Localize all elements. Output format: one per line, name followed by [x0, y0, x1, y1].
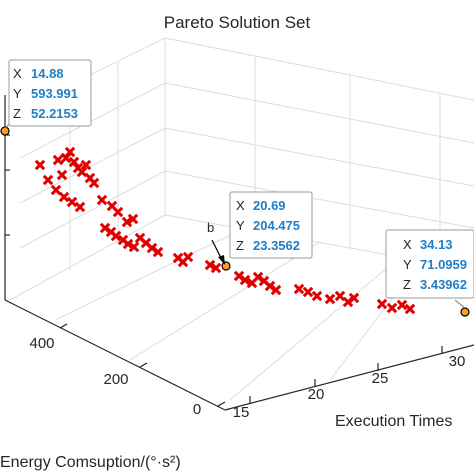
- datatip-x-key: X: [236, 198, 245, 213]
- datatip-x-value: 14.88: [31, 66, 64, 81]
- data-point-marker: [76, 166, 88, 178]
- datatip-z-key: Z: [236, 238, 244, 253]
- datatip-z-key: Z: [403, 277, 411, 292]
- data-point-marker: [74, 201, 86, 213]
- x-axis-label: Execution Times: [335, 413, 452, 430]
- data-point-marker: [121, 216, 133, 228]
- selected-point-marker[interactable]: [0, 126, 10, 136]
- data-point-marker: [182, 251, 194, 263]
- y-tick-label: 0: [193, 401, 201, 418]
- data-point-marker: [80, 159, 92, 171]
- datatip[interactable]: X 14.88 Y 593.991 Z 52.2153: [4, 59, 92, 129]
- x-tick-label: 30: [449, 353, 466, 370]
- data-point-marker: [293, 283, 305, 295]
- selected-point-marker[interactable]: [460, 307, 470, 317]
- annotation-label: b: [207, 220, 214, 235]
- grid: [9, 37, 474, 401]
- chart-title: Pareto Solution Set: [164, 13, 311, 32]
- annotation-arrow: [211, 239, 225, 265]
- datatip-z-value: 23.3562: [253, 238, 300, 253]
- data-point-marker: [404, 303, 416, 315]
- data-point-marker: [56, 169, 68, 181]
- selected-point-marker[interactable]: [221, 261, 231, 271]
- datatip[interactable]: X 20.69 Y 204.475 Z 23.3562: [229, 191, 313, 259]
- datatip-y-value: 204.475: [253, 218, 300, 233]
- data-point-marker: [386, 302, 398, 314]
- datatip-y-value: 593.991: [31, 86, 78, 101]
- datatip-y-key: Y: [403, 257, 412, 272]
- datatip-y-key: Y: [236, 218, 245, 233]
- data-point-marker: [311, 290, 323, 302]
- data-point-marker: [270, 284, 282, 296]
- data-point-marker: [239, 274, 251, 286]
- data-point-marker: [66, 196, 78, 208]
- data-point-marker: [302, 286, 314, 298]
- data-point-marker: [88, 177, 100, 189]
- x-tick-label: 15: [233, 404, 250, 421]
- datatip[interactable]: X 34.13 Y 71.0959 Z 3.43962: [385, 229, 474, 309]
- y-tick-label: 400: [29, 335, 54, 352]
- y-axis-label: Energy Comsuption/(°·s²): [0, 454, 181, 471]
- y-tick-label: 200: [103, 371, 128, 388]
- x-tick-label: 25: [372, 370, 389, 387]
- data-point-marker: [64, 146, 76, 158]
- datatip-y-value: 71.0959: [420, 257, 467, 272]
- data-point-marker: [112, 206, 124, 218]
- data-point-marker: [204, 259, 216, 271]
- datatip-x-value: 34.13: [420, 237, 453, 252]
- data-point-marker: [50, 184, 62, 196]
- data-point-marker: [58, 191, 70, 203]
- selected-points: [0, 126, 470, 317]
- data-point-marker: [128, 241, 140, 253]
- datatip-z-key: Z: [13, 106, 21, 121]
- datatip-z-value: 3.43962: [420, 277, 467, 292]
- data-point-marker: [210, 262, 222, 274]
- x-tick-label: 20: [308, 386, 325, 403]
- data-point-marker: [396, 299, 408, 311]
- datatip-z-value: 52.2153: [31, 106, 78, 121]
- data-point-marker: [376, 298, 388, 310]
- data-point-marker: [127, 213, 139, 225]
- data-point-marker: [42, 174, 54, 186]
- data-point-marker: [110, 230, 122, 242]
- data-point-marker: [52, 154, 64, 166]
- data-point-marker: [96, 194, 108, 206]
- data-point-marker: [152, 246, 164, 258]
- data-point-marker: [348, 292, 360, 304]
- scatter-series: [34, 146, 416, 315]
- datatip-y-key: Y: [13, 86, 22, 101]
- data-point-marker: [34, 159, 46, 171]
- datatip-x-value: 20.69: [253, 198, 286, 213]
- datatip-x-key: X: [403, 237, 412, 252]
- data-point-marker: [324, 293, 336, 305]
- data-point-marker: [122, 238, 134, 250]
- datatip-x-key: X: [13, 66, 22, 81]
